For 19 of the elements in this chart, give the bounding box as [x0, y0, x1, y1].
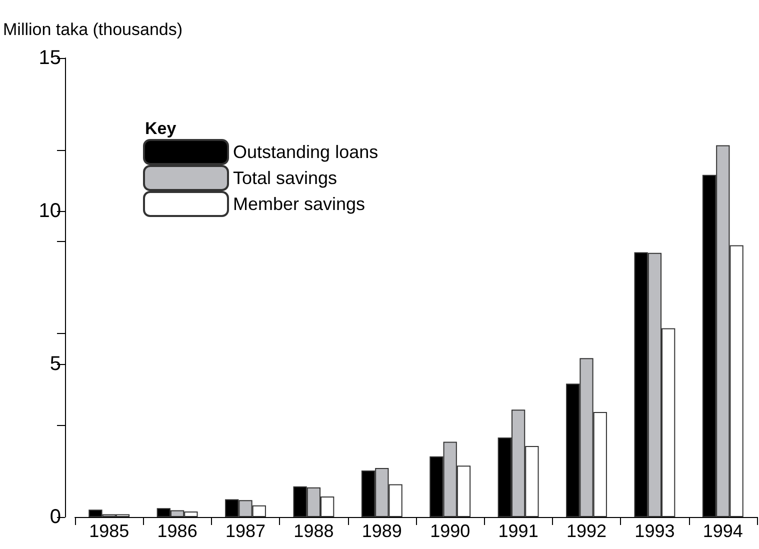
x-tick-label: 1986 [157, 521, 198, 541]
x-tick-label: 1992 [566, 521, 607, 541]
y-tick-label: 5 [50, 353, 61, 375]
legend-label: Member savings [233, 194, 366, 214]
x-tick-label: 1987 [225, 521, 266, 541]
legend-label: Outstanding loans [233, 142, 378, 162]
legend-title: Key [145, 119, 177, 138]
x-tick-label: 1985 [89, 521, 130, 541]
legend-label: Total savings [233, 168, 338, 188]
y-tick-label: 10 [38, 200, 61, 222]
x-tick-label: 1988 [294, 521, 334, 541]
x-tick-label: 1990 [430, 521, 470, 541]
y-tick-label: 15 [38, 47, 61, 69]
x-tick-label: 1991 [498, 521, 538, 541]
x-tick-label: 1994 [702, 521, 743, 541]
y-axis-title: Million taka (thousands) [3, 20, 183, 39]
x-tick-label: 1989 [362, 521, 402, 541]
y-tick-label: 0 [50, 506, 61, 528]
x-tick-label: 1993 [634, 521, 675, 541]
